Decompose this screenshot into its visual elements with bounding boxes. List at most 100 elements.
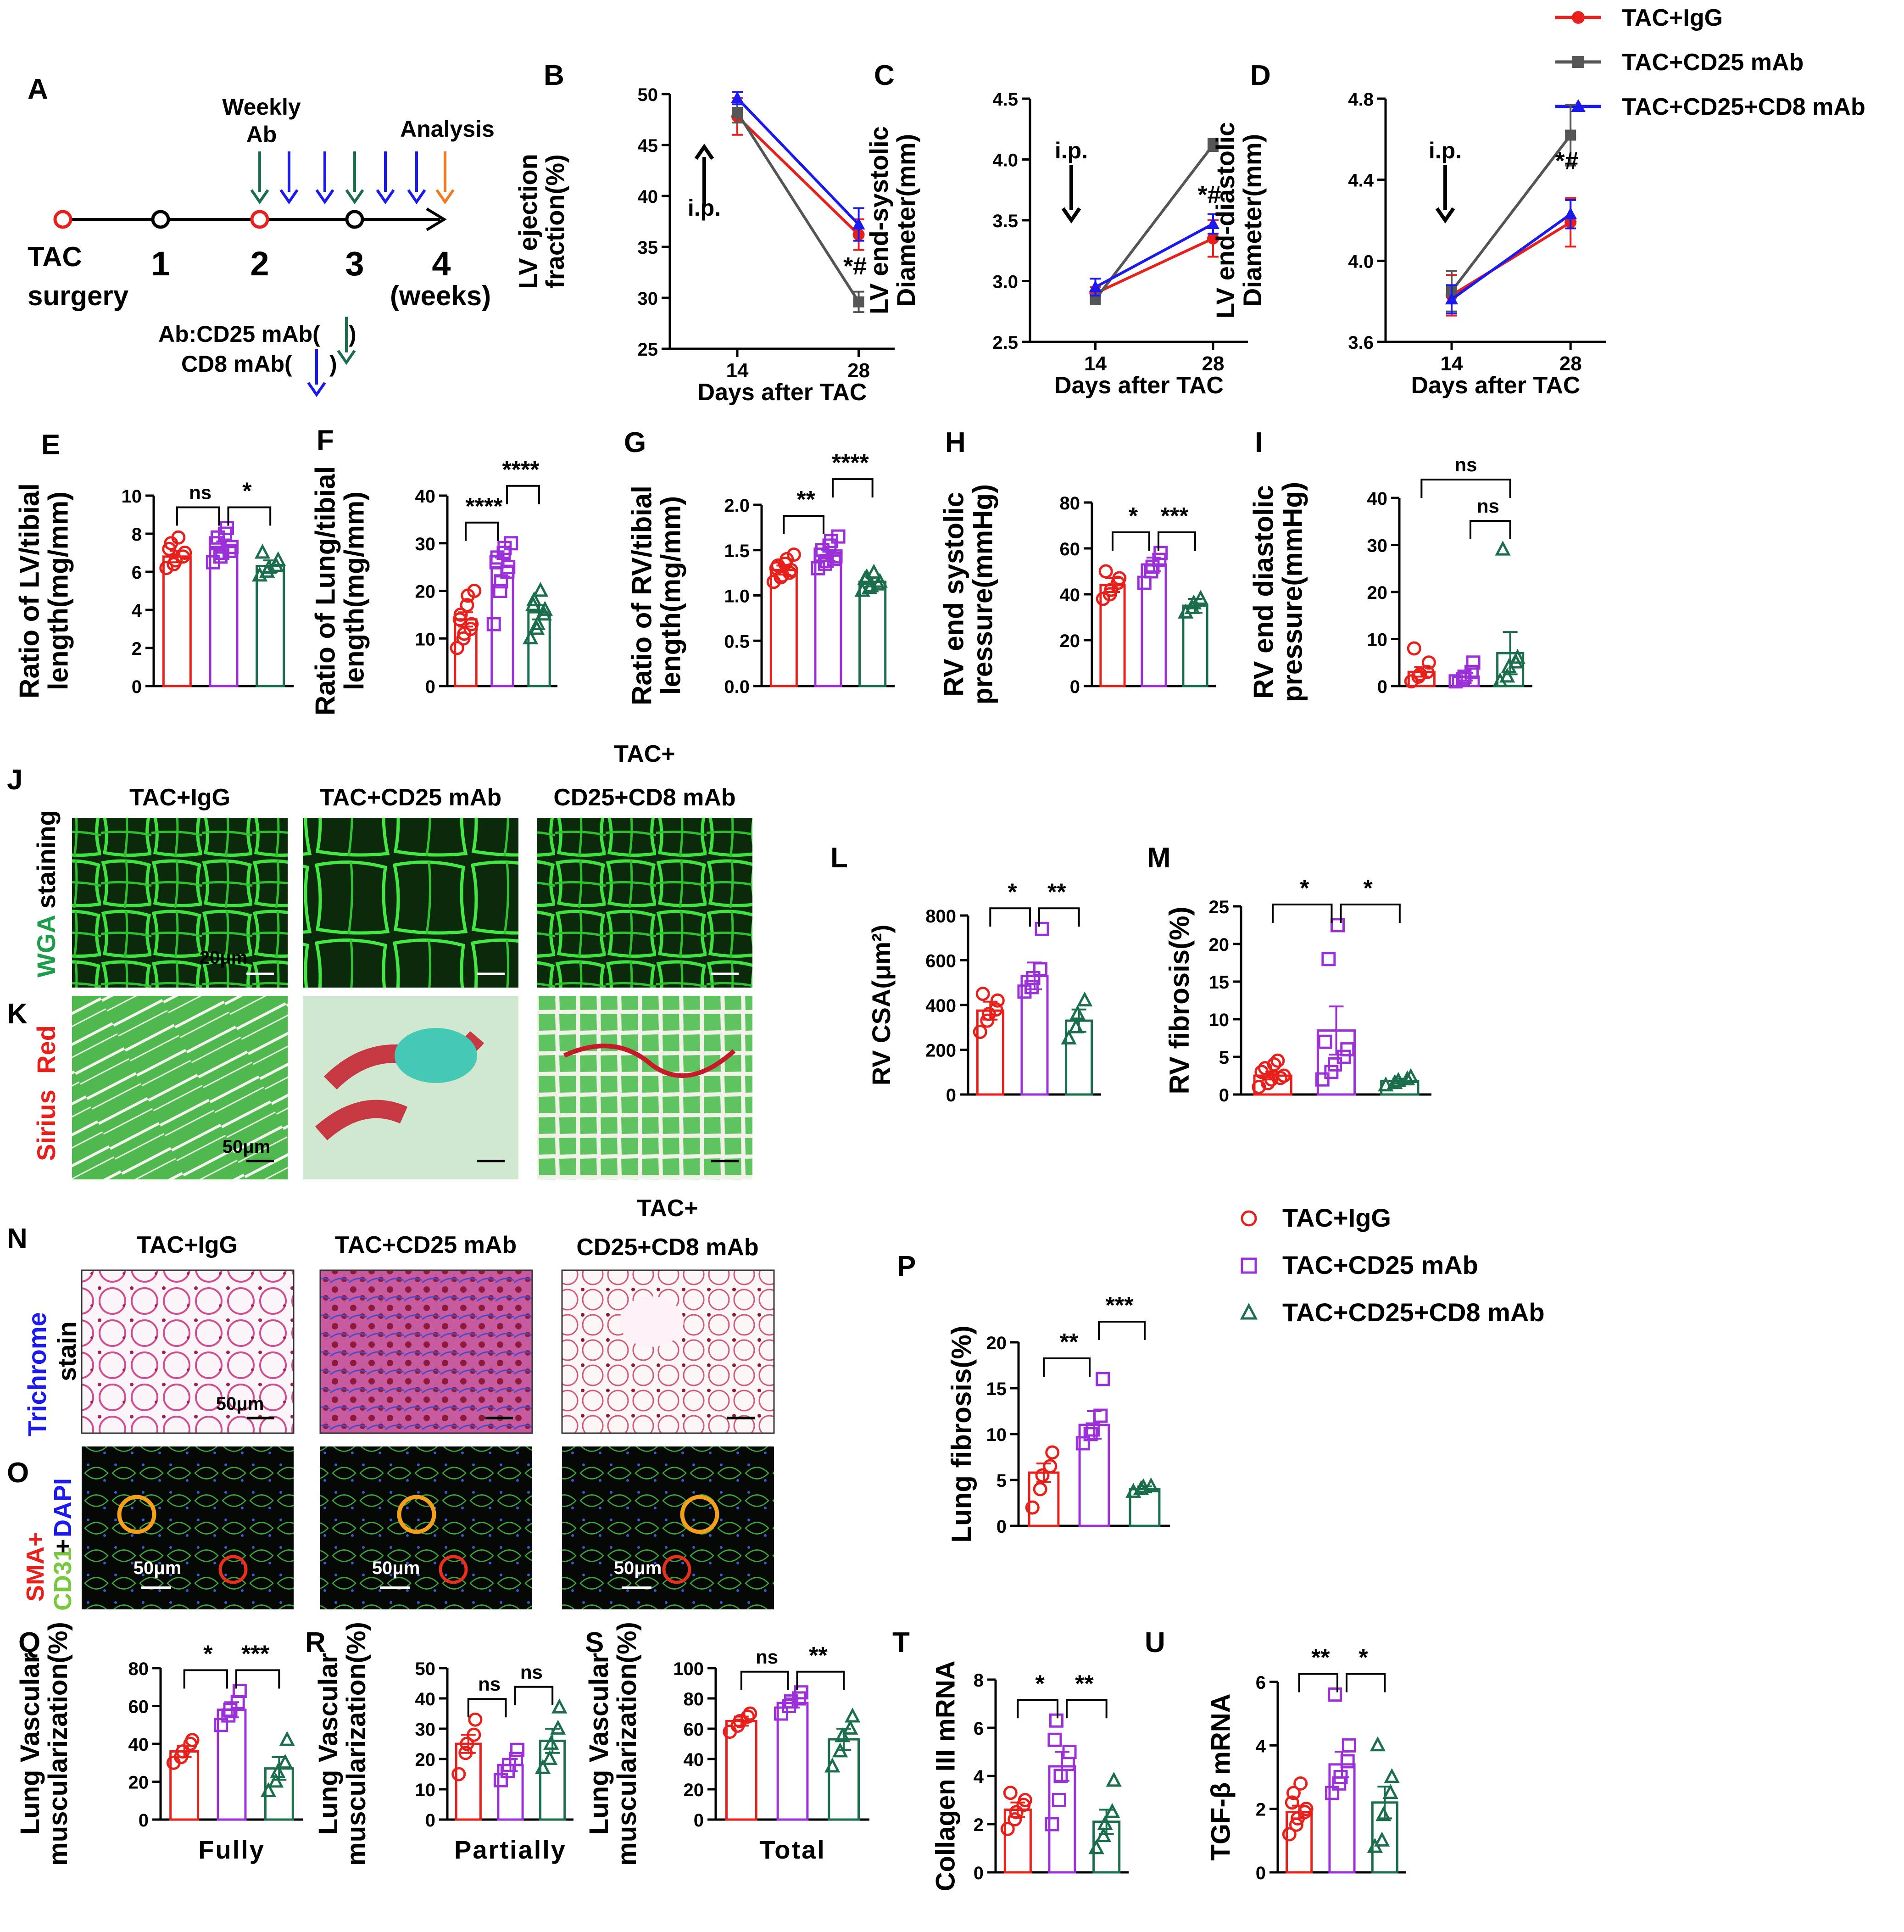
- data-point: [1045, 1445, 1060, 1460]
- significance-label: *: [1008, 879, 1018, 905]
- week-number: 2: [250, 245, 269, 283]
- y-tick-label: 50: [638, 85, 658, 105]
- data-point: [1043, 1459, 1058, 1474]
- y-tick-label: 20: [1209, 935, 1230, 955]
- y-tick-label: 15: [1209, 972, 1230, 993]
- micrograph-fluorescence: [562, 1446, 774, 1609]
- vessel-sma-positive: [117, 1495, 156, 1534]
- data-point: [1299, 1802, 1314, 1816]
- scale-label: 50μm: [372, 1558, 420, 1578]
- data-point: [786, 547, 801, 562]
- side-label: Red: [32, 1025, 61, 1074]
- x-tick-label: 14: [726, 359, 749, 382]
- bar: [725, 1720, 757, 1821]
- data-point: [529, 615, 546, 631]
- ab-legend-arrow: [337, 317, 356, 365]
- timeline-arrow-head: [407, 189, 426, 205]
- data-point: [831, 529, 846, 544]
- y-axis-label: Collagen III mRNA: [930, 1661, 960, 1892]
- y-axis-label-line: Diameter(mm): [891, 134, 920, 307]
- data-point: [1370, 1736, 1386, 1752]
- y-tick-label: 2.0: [724, 496, 750, 516]
- data-point: [510, 1742, 525, 1757]
- timeline-arrow-head: [435, 189, 455, 205]
- y-tick-label: 2: [132, 639, 142, 659]
- series-line: [736, 112, 860, 303]
- analysis-label: Analysis: [400, 116, 495, 142]
- y-axis-label-line: RV CSA(μm²): [867, 925, 896, 1086]
- y-tick-label: 45: [638, 136, 658, 156]
- vessel-sma-positive: [218, 1555, 248, 1584]
- y-tick-label: 20: [415, 1750, 436, 1770]
- side-label: Trichrome: [22, 1312, 51, 1436]
- data-point: [1153, 546, 1168, 560]
- y-tick-label: 0: [1070, 677, 1080, 697]
- data-point: [1565, 129, 1576, 141]
- week-number: 1: [151, 245, 170, 283]
- y-tick-label: 80: [684, 1689, 704, 1709]
- scale-label: 50μm: [223, 1137, 271, 1157]
- legend-marker: [1572, 56, 1584, 68]
- y-tick-label: 10: [1367, 630, 1388, 650]
- y-tick-label: 5: [1219, 1048, 1229, 1068]
- micrograph-sirius-red: [72, 996, 288, 1179]
- data-point: [464, 617, 479, 631]
- data-point: [1018, 1793, 1032, 1807]
- vessel-sma-positive: [397, 1495, 436, 1534]
- significance-bracket: [467, 1698, 507, 1718]
- significance-bracket: [506, 485, 540, 504]
- data-point: [1049, 1713, 1063, 1728]
- data-point: [1003, 1786, 1018, 1800]
- ab-legend-arrow: [307, 349, 326, 397]
- y-tick-label: 2.5: [992, 333, 1018, 353]
- scale-label: 20μm: [200, 948, 248, 968]
- timeline-arrow: [250, 151, 269, 205]
- y-axis-label: RV fibrosis(%): [1164, 907, 1195, 1094]
- bar: [256, 565, 285, 687]
- y-tick-label: 0: [974, 1863, 984, 1883]
- data-point: [1086, 1422, 1100, 1437]
- panel-letter: G: [624, 427, 646, 458]
- data-point: [1324, 1065, 1339, 1079]
- legend-marker: [1240, 1303, 1258, 1320]
- data-point: [1068, 1018, 1084, 1033]
- data-point: [1104, 1803, 1120, 1818]
- legend-label: TAC+CD25+CD8 mAb: [1282, 1298, 1545, 1327]
- y-tick-label: 0: [946, 1085, 956, 1106]
- significance-bracket: [235, 1669, 280, 1689]
- y-axis-label-line: muscularization(%): [43, 1622, 73, 1866]
- data-point: [1089, 280, 1102, 292]
- data-point: [223, 543, 237, 558]
- y-tick-label: 20: [684, 1780, 704, 1800]
- y-tick-label: 4: [132, 601, 142, 621]
- ip-arrow-head: [1061, 207, 1081, 224]
- ip-label: i.p.: [1055, 138, 1088, 163]
- data-point: [171, 530, 186, 545]
- data-point: [1075, 1436, 1090, 1451]
- y-tick-label: 2: [1256, 1800, 1266, 1820]
- significance-bracket: [989, 907, 1031, 927]
- data-point: [1061, 1029, 1077, 1045]
- data-point: [1466, 655, 1481, 670]
- chart-q: Q 0 20 40 60 80 Fully Lung Vascularmuscularizat…: [15, 1622, 303, 1866]
- micrograph-fluorescence: [82, 1446, 294, 1609]
- series-line: [1450, 134, 1572, 292]
- ip-arrow: [694, 143, 714, 207]
- side-label: Sirius: [32, 1089, 61, 1161]
- data-point: [1286, 1786, 1301, 1800]
- y-tick-label: 3.6: [1348, 333, 1374, 353]
- data-point: [1382, 1784, 1398, 1799]
- x-axis-label: Total: [759, 1835, 826, 1864]
- weekly-label: Weekly: [222, 94, 301, 120]
- data-point: [453, 607, 468, 622]
- ip-arrow-head: [694, 143, 714, 160]
- data-point: [866, 564, 882, 579]
- significance-bracket: [1038, 907, 1080, 927]
- y-tick-label: 4.8: [1348, 89, 1374, 110]
- y-tick-label: 1.5: [724, 541, 750, 561]
- data-point: [1267, 1057, 1281, 1072]
- weeks-unit: (weeks): [390, 280, 491, 311]
